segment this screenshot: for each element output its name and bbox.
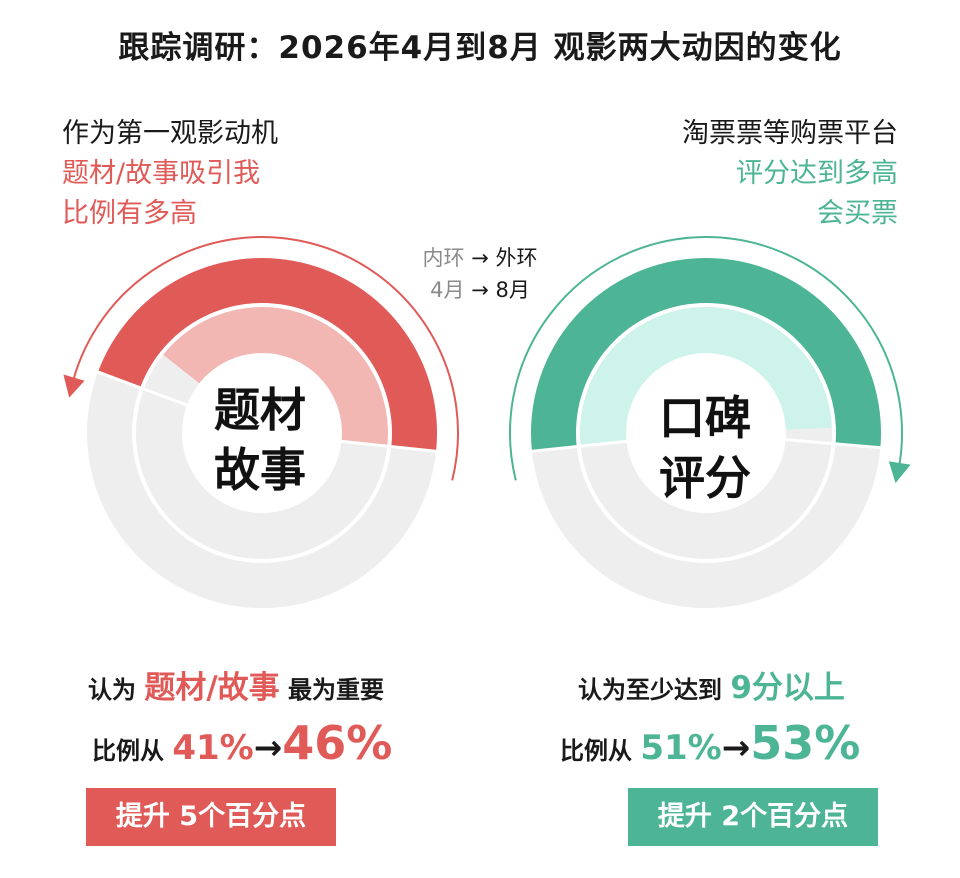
- left-increase-badge: 提升 5个百分点: [86, 788, 336, 846]
- right-donut-outer-value-8月: [531, 257, 882, 452]
- right-center-label: 口碑 评分: [630, 388, 780, 508]
- right-stat1-prefix: 认为至少达到: [578, 676, 731, 704]
- left-caption-line1: 作为第一观影动机: [62, 118, 278, 149]
- legend-to: 8月: [495, 278, 530, 302]
- legend-arrow: →: [471, 278, 489, 302]
- left-caption-line3: 比例有多高: [62, 198, 197, 229]
- left-center-line2: 故事: [214, 443, 306, 497]
- right-donut-separator-1: [783, 438, 883, 450]
- left-stat1-highlight: 题材/故事: [144, 670, 280, 706]
- page-title: 跟踪调研：2026年4月到8月 观影两大动因的变化: [118, 30, 842, 66]
- left-stat-importance: 认为 题材/故事 最为重要: [88, 662, 384, 707]
- right-donut-inner-value-4月: [577, 304, 834, 447]
- legend-inner: 内环: [422, 246, 465, 270]
- right-donut-guide-arrowhead: [888, 461, 911, 484]
- right-stat2-from: 51%: [640, 728, 722, 768]
- right-stat1-highlight: 9分以上: [730, 670, 845, 706]
- left-stat1-prefix: 认为: [88, 676, 145, 704]
- left-stat1-suffix: 最为重要: [279, 676, 385, 704]
- right-caption-line3: 会买票: [817, 198, 898, 229]
- right-donut-guide-arc: [509, 236, 903, 481]
- right-stat2-to: 53%: [750, 716, 861, 770]
- right-center-line1: 口碑: [659, 391, 751, 445]
- right-increase-badge: 提升 2个百分点: [628, 788, 878, 846]
- right-caption-line2: 评分达到多高: [736, 158, 898, 189]
- left-donut-separator-1: [339, 439, 439, 453]
- right-stat-threshold: 认为至少达到 9分以上: [578, 662, 845, 707]
- left-donut-gap-ring: [132, 303, 392, 563]
- legend-from: 4月: [430, 278, 465, 302]
- left-stat2-from: 41%: [172, 728, 254, 768]
- legend-outer: 外环: [495, 246, 538, 270]
- legend-arrow: →: [471, 246, 489, 270]
- left-donut-separator-0: [95, 369, 190, 408]
- left-stat2-arrow: →: [253, 728, 283, 768]
- left-center-line1: 题材: [214, 383, 306, 437]
- left-donut-guide-arrowhead: [63, 374, 85, 398]
- right-donut-gap-ring: [576, 303, 836, 563]
- left-center-label: 题材 故事: [185, 380, 335, 500]
- right-stat2-arrow: →: [721, 728, 751, 768]
- left-donut-inner-value-4月: [161, 305, 390, 447]
- left-caption: 作为第一观影动机 题材/故事吸引我 比例有多高: [62, 114, 278, 234]
- left-stat2-to: 46%: [282, 716, 393, 770]
- left-caption-line2: 题材/故事吸引我: [62, 158, 261, 189]
- ring-legend: 内环 → 外环 4月 → 8月: [380, 242, 580, 306]
- right-donut-separator-0: [529, 439, 629, 453]
- left-donut-guide-arc: [71, 236, 459, 481]
- left-stat2-prefix: 比例从: [92, 737, 173, 765]
- left-donut-outer-value-8月: [97, 258, 437, 452]
- left-stat-change: 比例从 41%→46%: [92, 716, 392, 770]
- right-caption-line1: 淘票票等购票平台: [682, 118, 898, 149]
- right-stat2-prefix: 比例从: [560, 737, 641, 765]
- right-caption: 淘票票等购票平台 评分达到多高 会买票: [682, 114, 898, 234]
- right-center-line2: 评分: [659, 451, 751, 505]
- right-stat-change: 比例从 51%→53%: [560, 716, 860, 770]
